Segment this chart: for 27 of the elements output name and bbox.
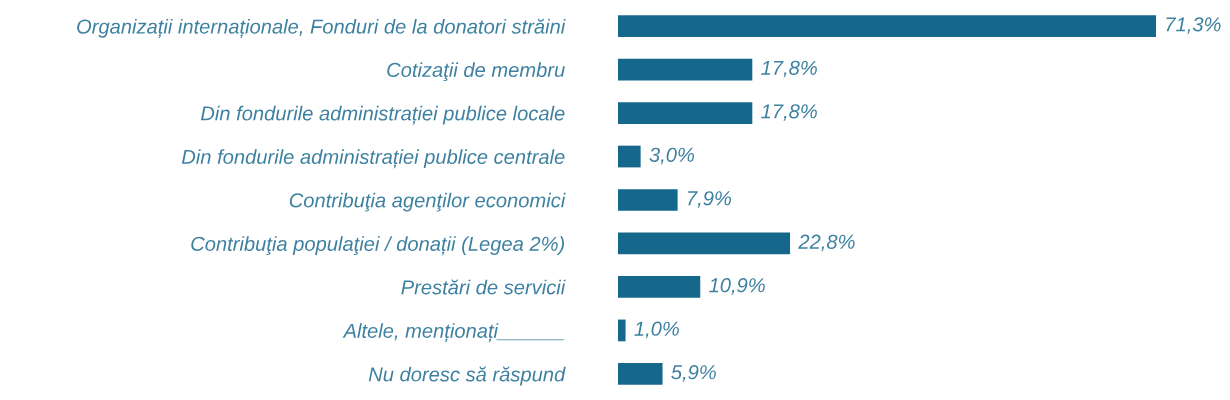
- data-label: 1,0%: [634, 321, 679, 339]
- data-label: 5,9%: [671, 365, 716, 382]
- data-label: 3,0%: [649, 147, 695, 165]
- bar: [618, 145, 641, 168]
- bar: [618, 319, 626, 342]
- y-tick-label: Contribuţia agenţilor economici: [289, 192, 566, 212]
- bar: [618, 232, 791, 255]
- data-label: 7,9%: [688, 191, 731, 208]
- data-label: 10,9%: [709, 278, 765, 295]
- bar: [618, 363, 663, 385]
- data-label: 71,3%: [1166, 17, 1221, 34]
- bar: [618, 189, 678, 211]
- y-tick-label: Din fondurile administrației publice locale: [200, 105, 565, 125]
- bar: [618, 58, 753, 81]
- bar: [618, 15, 1156, 37]
- data-label: 17,8%: [761, 104, 817, 121]
- y-tick-label: Organizații internaționale, Fonduri de la donatori străini: [77, 18, 566, 38]
- y-tick-label: Nu doresc să răspund: [368, 366, 566, 386]
- data-label: 22,8%: [798, 234, 855, 252]
- data-label: 17,8%: [761, 60, 817, 78]
- y-tick-label: Prestări de servicii: [401, 279, 566, 295]
- y-tick-label: Contribuţia populaţiei / donații (Legea 2%): [191, 236, 565, 256]
- y-tick-label: Cotizaţii de membru: [387, 62, 565, 82]
- y-tick-label: Din fondurile administrației publice centrale: [181, 149, 565, 169]
- bar: [618, 102, 753, 124]
- y-tick-label: Altele, menționați______: [342, 323, 565, 343]
- bar: [618, 276, 701, 298]
